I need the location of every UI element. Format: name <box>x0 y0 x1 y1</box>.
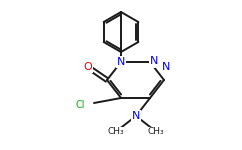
Text: O: O <box>84 62 92 72</box>
Text: CH₃: CH₃ <box>108 128 124 136</box>
Text: N: N <box>150 56 158 66</box>
Text: CH₃: CH₃ <box>148 128 164 136</box>
Text: N: N <box>132 111 140 121</box>
Text: N: N <box>117 57 125 67</box>
Text: Cl: Cl <box>75 100 85 110</box>
Text: N: N <box>162 62 170 72</box>
Text: N: N <box>117 57 125 67</box>
Text: N: N <box>151 57 159 67</box>
